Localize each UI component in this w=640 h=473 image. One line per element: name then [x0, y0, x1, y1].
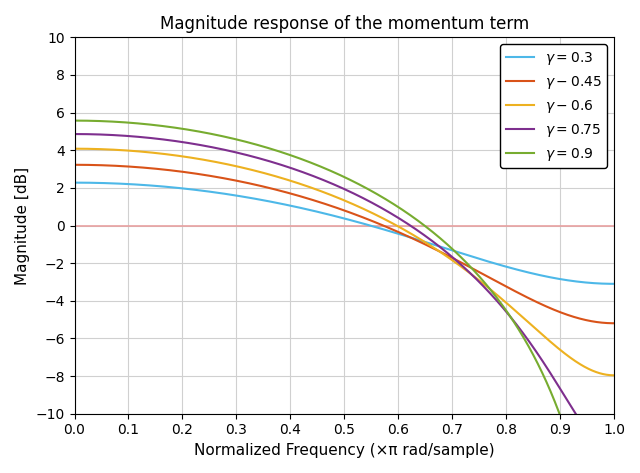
γ = 0.3 [473, 255, 481, 261]
γ =0.75 [169, 138, 177, 143]
γ = 0.3 [422, 239, 429, 245]
γ = 0.9 [169, 124, 177, 130]
γ =0.75 [70, 131, 78, 137]
γ - 0.6 [277, 175, 285, 181]
γ =0.75 [473, 277, 481, 283]
γ = 0.3 [169, 184, 177, 190]
γ =0.75 [610, 449, 618, 455]
X-axis label: Normalized Frequency (×π rad/sample): Normalized Frequency (×π rad/sample) [194, 443, 495, 458]
γ = 0.9 [70, 118, 78, 123]
γ = 0.9 [514, 326, 522, 332]
Line: γ -0.45: γ -0.45 [74, 165, 614, 323]
γ - 0.6 [70, 146, 78, 151]
γ -0.45 [277, 188, 285, 194]
γ -0.45 [70, 162, 78, 167]
Legend: $\gamma = 0.3$, $\gamma -0.45$, $\gamma - 0.6$, $\gamma =0.75$, $\gamma = 0.9$: $\gamma = 0.3$, $\gamma -0.45$, $\gamma … [500, 44, 607, 168]
Title: Magnitude response of the momentum term: Magnitude response of the momentum term [159, 15, 529, 33]
γ = 0.9 [473, 271, 481, 277]
Line: γ =0.75: γ =0.75 [74, 134, 614, 452]
γ = 0.9 [422, 223, 429, 229]
γ =0.75 [394, 215, 402, 220]
γ = 0.3 [394, 231, 402, 236]
γ - 0.6 [169, 152, 177, 158]
γ -0.45 [473, 268, 481, 274]
γ = 0.9 [394, 204, 402, 210]
γ = 0.3 [70, 180, 78, 185]
γ - 0.6 [422, 239, 429, 245]
γ = 0.3 [277, 201, 285, 207]
γ - 0.6 [514, 310, 522, 316]
γ =0.75 [277, 162, 285, 167]
γ = 0.3 [514, 267, 522, 273]
γ = 0.9 [277, 149, 285, 155]
γ - 0.6 [394, 224, 402, 229]
Line: γ = 0.3: γ = 0.3 [74, 183, 614, 284]
γ -0.45 [169, 168, 177, 174]
γ -0.45 [394, 229, 402, 235]
Line: γ = 0.9: γ = 0.9 [74, 121, 614, 473]
γ = 0.3 [610, 281, 618, 287]
γ - 0.6 [610, 372, 618, 378]
γ - 0.6 [473, 276, 481, 281]
γ =0.75 [422, 233, 429, 239]
γ -0.45 [514, 290, 522, 296]
γ =0.75 [514, 324, 522, 329]
Y-axis label: Magnitude [dB]: Magnitude [dB] [15, 166, 30, 285]
γ -0.45 [422, 242, 429, 247]
Line: γ - 0.6: γ - 0.6 [74, 149, 614, 375]
γ -0.45 [610, 320, 618, 326]
